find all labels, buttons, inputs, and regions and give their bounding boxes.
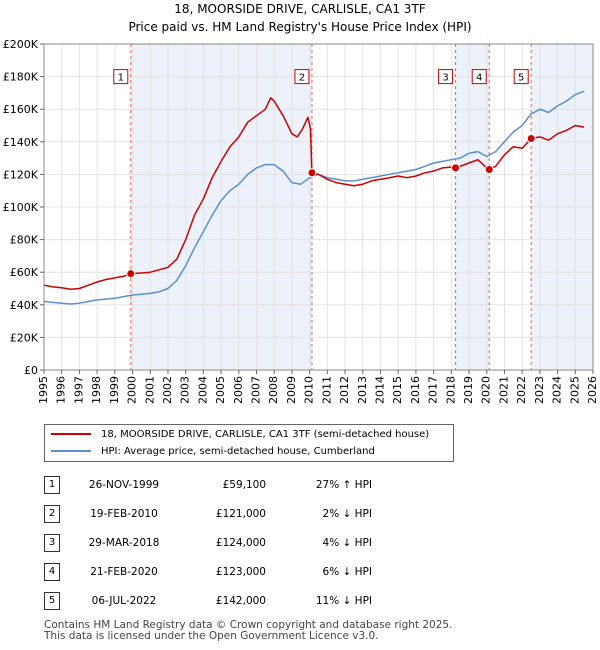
x-tick-label: 2014 (373, 376, 386, 404)
sale-hpi-diff: 11% ↓ HPI (315, 595, 372, 607)
x-tick-label: 1998 (90, 376, 103, 404)
sale-row: 2 19-FEB-2010 £121,000 2% ↓ HPI (44, 505, 464, 523)
sale-point (451, 163, 461, 173)
x-tick-label: 1995 (37, 376, 50, 404)
chart-title: 18, MOORSIDE DRIVE, CARLISLE, CA1 3TF (174, 2, 425, 16)
x-tick-label: 2000 (126, 376, 139, 404)
x-tick-label: 2004 (196, 376, 209, 404)
y-tick-label: £40K (10, 299, 39, 312)
y-tick-label: £100K (3, 201, 39, 214)
x-tick-label: 2001 (143, 376, 156, 404)
sale-number-badge: 4 (44, 563, 60, 581)
y-tick-label: £140K (3, 136, 39, 149)
x-tick-label: 2017 (427, 376, 440, 404)
sale-marker-label: 3 (442, 73, 448, 84)
x-tick-label: 1996 (55, 376, 68, 404)
x-tick-label: 2007 (250, 376, 263, 404)
x-tick-label: 2011 (320, 376, 333, 404)
sale-marker-label: 1 (118, 73, 124, 84)
sale-marker-box (294, 69, 310, 85)
y-tick-label: £0 (24, 364, 38, 377)
sale-price: £124,000 (215, 537, 266, 549)
x-tick-label: 2009 (285, 376, 298, 404)
x-tick-label: 2008 (267, 376, 280, 404)
sale-price: £123,000 (215, 566, 266, 578)
sale-row: 5 06-JUL-2022 £142,000 11% ↓ HPI (44, 592, 464, 610)
sale-marker-label: 2 (299, 73, 305, 84)
sale-hpi-diff: 4% ↓ HPI (322, 537, 372, 549)
sale-point (484, 165, 494, 175)
chart-subtitle: Price paid vs. HM Land Registry's House … (128, 20, 471, 34)
legend-item-property: 18, MOORSIDE DRIVE, CARLISLE, CA1 3TF (s… (51, 427, 429, 443)
sale-date: 06-JUL-2022 (91, 595, 157, 607)
sale-date: 19-FEB-2010 (90, 508, 158, 520)
legend-swatch-property (51, 433, 91, 435)
sale-price: £59,100 (222, 479, 266, 491)
x-tick-label: 2016 (409, 376, 422, 404)
sale-number-badge: 1 (44, 476, 60, 494)
y-tick-label: £120K (3, 168, 39, 181)
sale-number-badge: 2 (44, 505, 60, 523)
sale-marker-box (513, 69, 529, 85)
sale-date: 29-MAR-2018 (88, 537, 160, 549)
sale-hpi-diff: 27% ↑ HPI (315, 479, 372, 491)
sale-row: 4 21-FEB-2020 £123,000 6% ↓ HPI (44, 563, 464, 581)
sale-marker-label: 5 (518, 73, 524, 84)
sale-row: 3 29-MAR-2018 £124,000 4% ↓ HPI (44, 534, 464, 552)
legend: 18, MOORSIDE DRIVE, CARLISLE, CA1 3TF (s… (44, 424, 454, 462)
price-chart: 18, MOORSIDE DRIVE, CARLISLE, CA1 3TF Pr… (3, 2, 599, 404)
x-tick-label: 2020 (480, 376, 493, 404)
legend-item-hpi: HPI: Average price, semi-detached house,… (51, 444, 375, 460)
x-tick-label: 2022 (515, 376, 528, 404)
x-tick-label: 2006 (232, 376, 245, 404)
sale-price: £142,000 (215, 595, 266, 607)
x-tick-label: 2013 (356, 376, 369, 404)
footer-attribution: Contains HM Land Registry data © Crown c… (44, 620, 452, 642)
sale-marker-label: 4 (476, 73, 482, 84)
x-tick-label: 2018 (444, 376, 457, 404)
sale-point (526, 134, 536, 144)
x-tick-label: 2002 (161, 376, 174, 404)
sale-marker-box (113, 69, 129, 85)
y-tick-label: £80K (10, 234, 39, 247)
legend-swatch-hpi (51, 450, 91, 452)
y-tick-label: £20K (10, 331, 39, 344)
sale-hpi-diff: 2% ↓ HPI (322, 508, 372, 520)
sale-marker-box (438, 69, 454, 85)
property-price-line (43, 97, 585, 291)
sale-row: 1 26-NOV-1999 £59,100 27% ↑ HPI (44, 476, 464, 494)
x-tick-label: 2003 (179, 376, 192, 404)
x-tick-label: 1997 (72, 376, 85, 404)
sale-date: 26-NOV-1999 (88, 479, 160, 491)
y-tick-label: £160K (3, 103, 39, 116)
y-tick-label: £200K (3, 38, 39, 51)
sale-date: 21-FEB-2020 (90, 566, 158, 578)
legend-label-property: 18, MOORSIDE DRIVE, CARLISLE, CA1 3TF (s… (101, 429, 430, 440)
sale-hpi-diff: 6% ↓ HPI (322, 566, 372, 578)
footer-licence: This data is licensed under the Open Gov… (44, 630, 379, 642)
x-tick-label: 1999 (108, 376, 121, 404)
x-tick-label: 2005 (214, 376, 227, 404)
x-tick-label: 2021 (497, 376, 510, 404)
sale-number-badge: 3 (44, 534, 60, 552)
x-tick-label: 2019 (462, 376, 475, 404)
y-tick-label: £180K (3, 71, 39, 84)
footer-copyright: Contains HM Land Registry data © Crown c… (44, 619, 453, 631)
sale-point (307, 168, 317, 178)
sale-point (126, 269, 136, 279)
legend-label-hpi: HPI: Average price, semi-detached house,… (101, 446, 375, 457)
x-tick-label: 2015 (391, 376, 404, 404)
sale-number-badge: 5 (44, 592, 60, 610)
x-tick-label: 2025 (568, 376, 581, 404)
sale-price: £121,000 (215, 508, 266, 520)
x-tick-label: 2010 (303, 376, 316, 404)
x-tick-label: 2024 (551, 376, 564, 404)
x-tick-label: 2012 (338, 376, 351, 404)
x-tick-label: 2023 (533, 376, 546, 404)
x-tick-label: 2026 (586, 376, 599, 404)
y-tick-label: £60K (10, 266, 39, 279)
sale-marker-box (471, 69, 487, 85)
